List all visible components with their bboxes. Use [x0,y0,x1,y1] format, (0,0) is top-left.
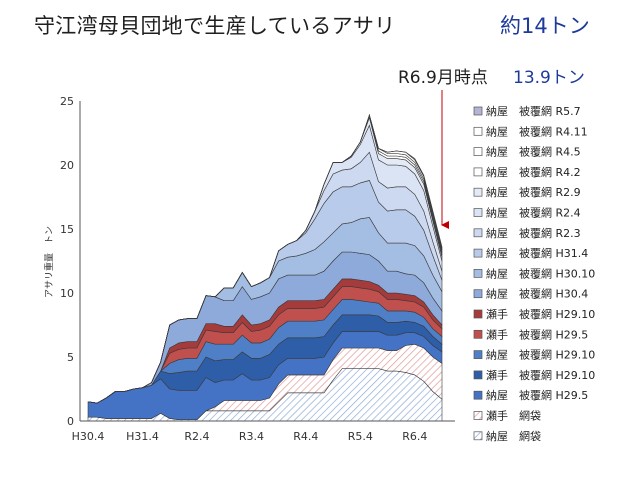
legend-swatch [473,309,483,319]
legend-label: 納屋 被覆網 H30.10 [486,266,595,280]
annotation-value: 13.9トン [513,68,585,88]
legend-swatch [473,411,483,420]
x-tick-label: R4.4 [293,430,318,443]
y-tick-label: 10 [60,287,74,300]
y-tick-label: 15 [60,223,74,236]
legend-swatch [473,126,483,136]
legend-swatch [473,147,483,156]
legend-swatch [473,187,483,197]
x-tick-label: R2.4 [184,430,209,443]
legend-swatch [473,431,483,441]
legend-label: 納屋 被覆網 R4.5 [486,145,581,159]
legend-swatch [473,289,483,299]
legend-label: 納屋 被覆網 R2.9 [486,185,581,199]
y-tick-labels: 0 5 10 15 20 25 [60,95,74,428]
legend-label: 納屋 網袋 [486,429,541,443]
legend-swatch [473,269,483,278]
legend-label: 納屋 被覆網 R4.11 [486,124,588,138]
legend-swatch [473,167,483,177]
legend-swatch [473,106,483,116]
y-tick-label: 5 [67,351,74,364]
legend-swatch [473,370,483,380]
legend-swatch [473,228,483,238]
legend-label: 納屋 被覆網 R2.4 [486,206,581,220]
legend-label: 納屋 被覆網 R5.7 [486,104,581,118]
legend-swatch [473,208,483,217]
axes [79,101,455,422]
y-tick-label: 25 [60,95,74,108]
x-tick-label: R5.4 [348,430,373,443]
legend-label: 納屋 被覆網 H29.5 [486,388,588,402]
legend-label: 瀬手 被覆網 H29.10 [486,307,595,321]
y-axis-label: アサリ重量 トン [43,226,55,298]
legend-swatch [473,350,483,359]
x-tick-label: H31.4 [126,430,159,443]
area-series-16 [87,114,443,404]
x-tick-labels: H30.4 H31.4 R2.4 R3.4 R4.4 R5.4 R6.4 [72,430,428,443]
legend-label: 瀬手 被覆網 H29.10 [486,368,595,382]
title-total: 約14トン [500,14,590,38]
legend: 納屋 被覆網 R5.7 納屋 被覆網 R4.11 納屋 被覆網 R4.5 納屋 被覆網… [473,104,595,443]
legend-label: 納屋 被覆網 R4.2 [486,165,581,179]
legend-swatch [473,329,483,339]
x-tick-label: R3.4 [239,430,264,443]
legend-swatch [473,390,483,400]
x-tick-label: H30.4 [72,430,105,443]
legend-label: 納屋 被覆網 R2.3 [486,226,581,240]
legend-label: 瀬手 被覆網 H29.5 [486,327,588,341]
legend-label: 納屋 被覆網 H30.4 [486,287,588,301]
legend-label: 納屋 被覆網 H31.4 [486,246,588,260]
legend-label: 瀬手 網袋 [486,409,541,423]
legend-label: 納屋 被覆網 H29.10 [486,348,595,362]
y-tick-label: 0 [67,415,74,428]
page-title: 守江湾母貝団地で生産しているアサリ [34,14,396,38]
legend-swatch [473,248,483,258]
y-tick-label: 20 [60,159,74,172]
annotation-date: R6.9月時点 [398,68,488,88]
x-tick-label: R6.4 [402,430,427,443]
area-series-group [87,114,443,422]
